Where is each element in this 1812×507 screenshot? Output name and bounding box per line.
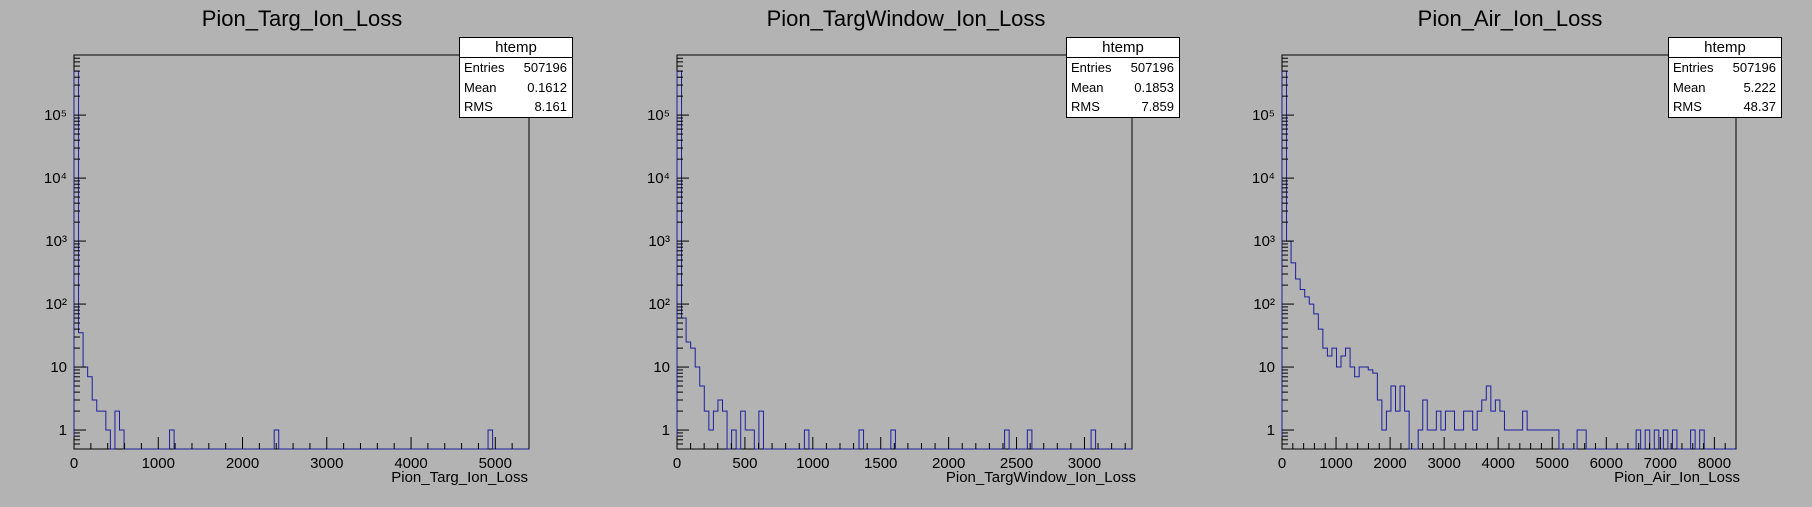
stats-name: htemp bbox=[1067, 38, 1179, 58]
y-tick-label: 10⁵ bbox=[1252, 107, 1275, 124]
x-tick-label: 5000 bbox=[1536, 455, 1569, 472]
x-tick-label: 6000 bbox=[1590, 455, 1623, 472]
histogram-panel-air: Pion_Air_Ion_Loss 0 1000 2000 3000 4000 5000 6… bbox=[1208, 0, 1812, 507]
stats-rms-row: RMS 7.859 bbox=[1067, 97, 1179, 117]
stats-rms-label: RMS bbox=[1071, 99, 1100, 114]
y-tick-label: 1 bbox=[59, 422, 67, 439]
x-axis-label: Pion_Air_Ion_Loss bbox=[1614, 469, 1740, 486]
x-tick-label: 7000 bbox=[1644, 455, 1677, 472]
x-tick-label: 0 bbox=[70, 455, 78, 472]
stats-mean-label: Mean bbox=[1071, 79, 1104, 95]
stats-rms-label: RMS bbox=[1673, 99, 1702, 114]
y-tick-label: 1 bbox=[662, 422, 670, 439]
stats-mean-label: Mean bbox=[464, 79, 497, 95]
histogram-panel-targwindow: Pion_TargWindow_Ion_Loss 0 500 1000 1500 200… bbox=[604, 0, 1208, 507]
x-tick-label: 0 bbox=[673, 455, 681, 472]
stats-mean-value: 0.1612 bbox=[527, 79, 567, 95]
stats-mean-row: Mean 0.1853 bbox=[1067, 78, 1179, 98]
x-tick-label: 4000 bbox=[394, 455, 427, 472]
stats-entries-label: Entries bbox=[1071, 60, 1112, 75]
chart-title: Pion_Air_Ion_Loss bbox=[1417, 6, 1603, 31]
y-tick-label: 10³ bbox=[648, 233, 670, 250]
y-tick-label: 10³ bbox=[45, 233, 67, 250]
y-tick-label: 10 bbox=[653, 359, 670, 376]
histogram-panel-targ: Pion_Targ_Ion_Loss 0 1000 2000 3000 4000 5000… bbox=[0, 0, 604, 507]
y-tick-label: 10⁴ bbox=[647, 170, 670, 187]
y-tick-label: 10² bbox=[45, 296, 67, 313]
stats-entries-row: Entries 507196 bbox=[1669, 58, 1781, 78]
stats-box: htemp Entries 507196 Mean 0.1612 RMS 8.161 bbox=[459, 37, 573, 118]
x-axis-label: Pion_Targ_Ion_Loss bbox=[391, 469, 528, 486]
stats-entries-label: Entries bbox=[464, 60, 505, 75]
histogram-svg: 0 1000 2000 3000 4000 5000 6000 7000 8000 1 10 10² 1… bbox=[1252, 54, 1737, 472]
stats-mean-row: Mean 0.1612 bbox=[460, 78, 572, 98]
stats-box: htemp Entries 507196 Mean 5.222 RMS 48.37 bbox=[1668, 37, 1782, 118]
stats-mean-row: Mean 5.222 bbox=[1669, 78, 1781, 98]
x-tick-label: 3000 bbox=[1427, 455, 1460, 472]
stats-entries-value: 507196 bbox=[1732, 60, 1776, 75]
histogram-series bbox=[676, 70, 1132, 450]
stats-rms-row: RMS 48.37 bbox=[1669, 97, 1781, 117]
stats-mean-value: 5.222 bbox=[1743, 79, 1776, 95]
chart-title: Pion_Targ_Ion_Loss bbox=[201, 6, 403, 31]
x-tick-label: 5000 bbox=[479, 455, 512, 472]
stats-rms-label: RMS bbox=[464, 99, 493, 114]
x-tick-label: 1000 bbox=[1319, 455, 1352, 472]
stats-entries-value: 507196 bbox=[1130, 60, 1174, 75]
histogram-svg: 0 500 1000 1500 2000 2500 3000 1 10 10² 10³ 10⁴ 10⁵ bbox=[647, 54, 1133, 472]
stats-mean-label: Mean bbox=[1673, 79, 1706, 95]
histogram-series bbox=[1281, 70, 1736, 450]
x-tick-label: 500 bbox=[732, 455, 757, 472]
y-tick-label: 10 bbox=[50, 359, 67, 376]
stats-name: htemp bbox=[1669, 38, 1781, 58]
stats-rms-row: RMS 8.161 bbox=[460, 97, 572, 117]
histogram-svg: 0 1000 2000 3000 4000 5000 1 10 10² 10³ 10⁴ 10⁵ bbox=[44, 54, 530, 472]
stats-mean-value: 0.1853 bbox=[1134, 79, 1174, 95]
x-tick-label: 0 bbox=[1278, 455, 1286, 472]
y-tick-label: 10² bbox=[648, 296, 670, 313]
x-tick-label: 2000 bbox=[932, 455, 965, 472]
chart-title: Pion_TargWindow_Ion_Loss bbox=[766, 6, 1046, 31]
y-tick-label: 10⁴ bbox=[44, 170, 67, 187]
x-tick-label: 2000 bbox=[1373, 455, 1406, 472]
x-tick-label: 4000 bbox=[1482, 455, 1515, 472]
plot-frame bbox=[676, 54, 1133, 450]
y-tick-label: 10² bbox=[1253, 296, 1275, 313]
x-tick-label: 8000 bbox=[1698, 455, 1731, 472]
stats-rms-value: 7.859 bbox=[1141, 99, 1174, 114]
y-tick-label: 1 bbox=[1267, 422, 1275, 439]
x-tick-label: 3000 bbox=[310, 455, 343, 472]
x-tick-label: 1000 bbox=[796, 455, 829, 472]
stats-name: htemp bbox=[460, 38, 572, 58]
x-tick-label: 3000 bbox=[1068, 455, 1101, 472]
stats-rms-value: 8.161 bbox=[534, 99, 567, 114]
stats-entries-label: Entries bbox=[1673, 60, 1714, 75]
stats-box: htemp Entries 507196 Mean 0.1853 RMS 7.859 bbox=[1066, 37, 1180, 118]
x-tick-label: 1000 bbox=[142, 455, 175, 472]
x-tick-label: 2000 bbox=[226, 455, 259, 472]
x-axis-label: Pion_TargWindow_Ion_Loss bbox=[945, 469, 1136, 486]
stats-entries-row: Entries 507196 bbox=[460, 58, 572, 78]
y-tick-label: 10⁵ bbox=[44, 107, 67, 124]
stats-entries-row: Entries 507196 bbox=[1067, 58, 1179, 78]
x-tick-label: 1500 bbox=[864, 455, 897, 472]
stats-rms-value: 48.37 bbox=[1743, 99, 1776, 114]
stats-entries-value: 507196 bbox=[523, 60, 567, 75]
y-tick-label: 10 bbox=[1258, 359, 1275, 376]
y-tick-label: 10⁴ bbox=[1252, 170, 1275, 187]
x-tick-label: 2500 bbox=[1000, 455, 1033, 472]
y-tick-label: 10³ bbox=[1253, 233, 1275, 250]
histogram-series bbox=[73, 70, 529, 450]
y-tick-label: 10⁵ bbox=[647, 107, 670, 124]
